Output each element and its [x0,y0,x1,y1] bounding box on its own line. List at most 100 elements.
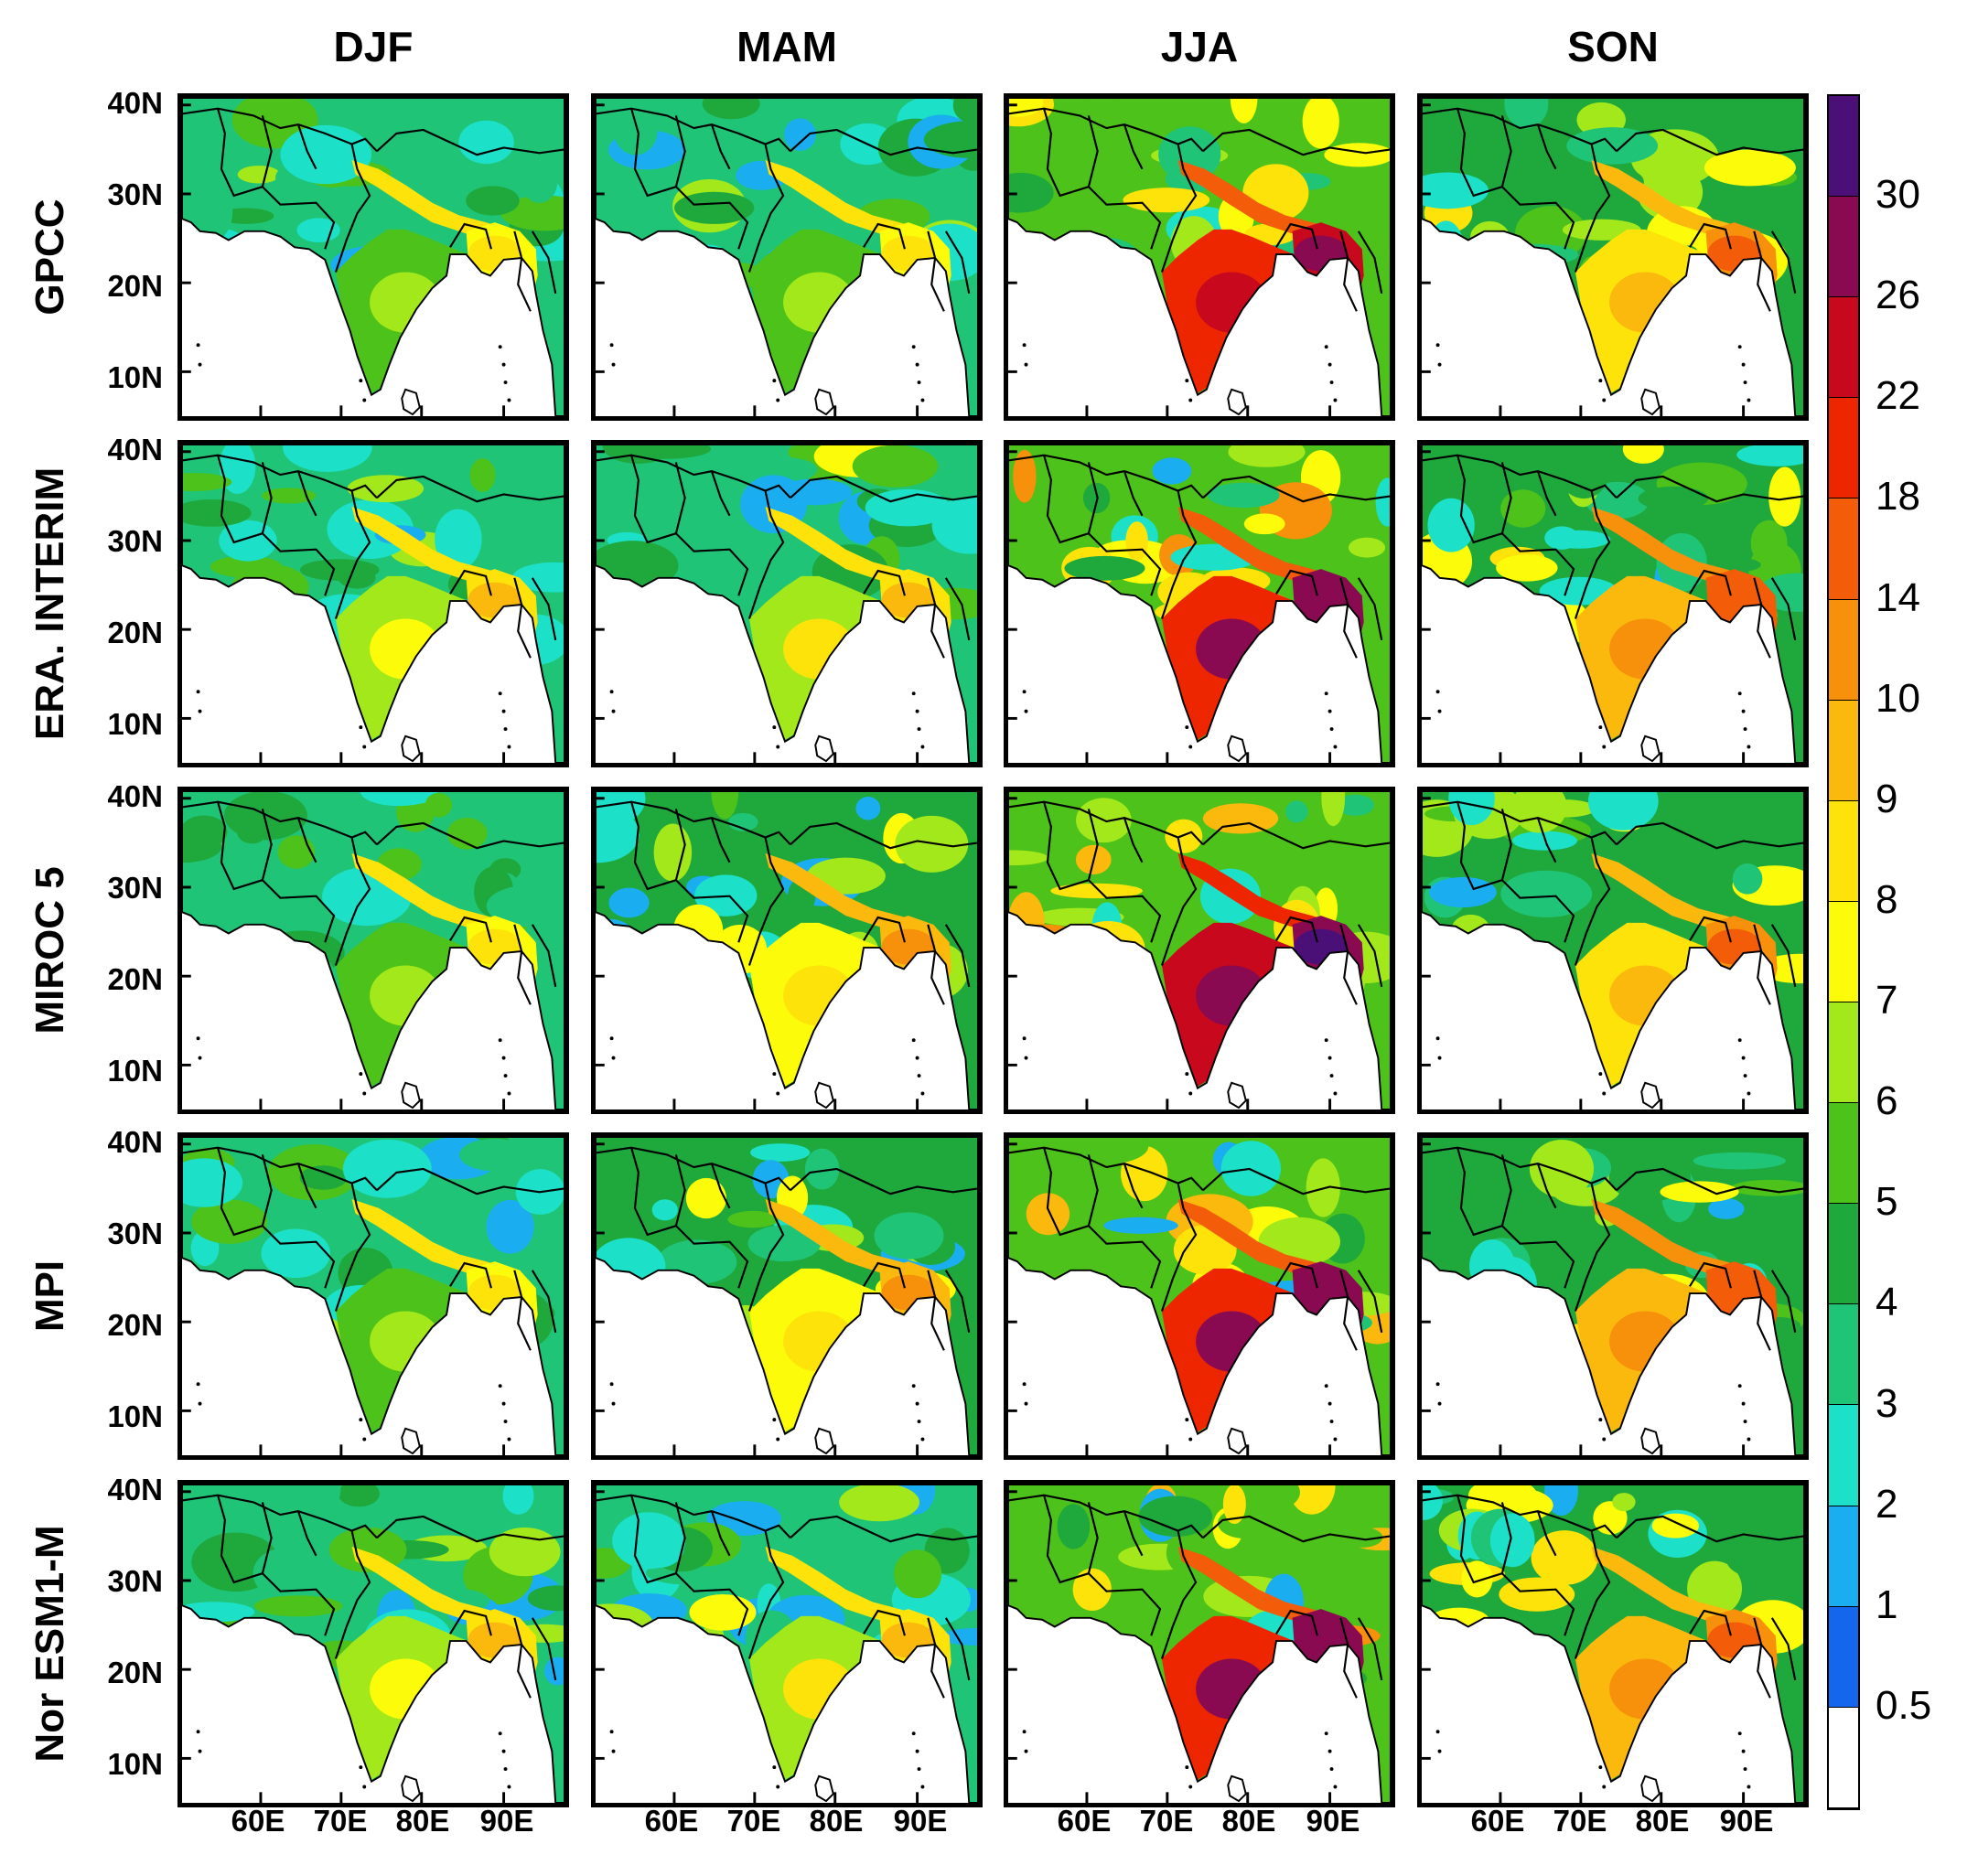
country-border [1043,801,1090,891]
precip-blob [191,1199,268,1244]
island-dot [1437,362,1442,367]
column-title-son: SON [1567,23,1659,70]
precip-blob [1726,1541,1798,1579]
island-dot [1188,398,1193,402]
central-india-core [1196,272,1268,333]
precip-blob [1622,445,1664,464]
precip-blob [459,1138,531,1172]
precip-blob [182,473,232,492]
country-border [1087,115,1162,250]
country-border [630,108,677,198]
coastline [1008,1485,1391,1803]
precip-blob [1125,521,1148,562]
island-dot [362,745,367,749]
land-field [596,445,978,763]
island-dot [1737,1384,1742,1388]
country-border [1574,1183,1611,1312]
coastline [596,791,978,1110]
island-dot [917,381,921,385]
island-dot [1435,343,1440,348]
map-panel-era-interim-djf [177,440,569,767]
precip-blob [1008,850,1048,866]
country-border [1500,115,1575,250]
central-india-core [1609,272,1682,333]
colorbar-label: 4 [1876,1280,1898,1325]
country-border [1202,1167,1391,1195]
island-dot [1329,1074,1334,1078]
latitude-tick-30n: 30N [107,1217,163,1250]
country-border [747,1183,785,1312]
island-dot [611,1401,616,1406]
country-border [376,1167,564,1195]
island-dot [501,1401,506,1406]
country-border [1689,916,1732,943]
country-border [1123,1510,1144,1557]
country-border [1616,475,1804,503]
country-border [1275,1609,1318,1636]
country-border [1500,1154,1575,1289]
country-border [1043,1147,1090,1237]
precip-blob [702,98,760,120]
country-border [1536,1163,1557,1209]
precip-blob [612,1512,686,1570]
island-dot [498,1731,502,1736]
country-border [1160,1183,1198,1312]
precip-blob [1222,1485,1246,1525]
island-dot [1329,727,1334,732]
precip-blob [522,915,564,970]
island-dot [1743,1767,1747,1772]
island-dot [1741,1401,1746,1406]
island-dot [1737,691,1742,696]
island-dot [917,1420,921,1424]
country-border [1422,800,1618,846]
country-border [1123,817,1144,863]
colorbar-swatch [1829,1304,1858,1406]
sri-lanka-coast [1640,1427,1661,1455]
country-border [1123,1163,1144,1209]
precip-blob [685,1177,726,1219]
map-panel-miroc-5-djf [177,787,569,1114]
central-india-core [370,272,442,333]
precip-blob [1202,803,1279,834]
country-border [927,230,945,312]
colorbar-label: 7 [1876,978,1898,1024]
precip-blob [338,1485,381,1507]
colorbar-swatch [1829,1405,1858,1506]
map-panel-nor-esm1-m-djf [177,1480,569,1807]
precip-blob [685,966,709,1003]
sri-lanka-coast [1227,1774,1247,1803]
precip-blob [1461,1560,1493,1598]
island-dot [503,1767,508,1772]
island-dot [362,1091,367,1096]
country-border [1770,577,1797,641]
country-border [790,475,978,503]
country-border [710,123,731,170]
country-border [449,916,492,943]
country-border [596,1146,791,1192]
island-dot [1437,709,1442,713]
precip-blob [466,186,520,216]
country-border [790,1167,978,1195]
island-dot [507,1785,511,1789]
precip-blob [940,1628,978,1646]
colorbar-label: 5 [1876,1179,1898,1225]
island-dot [609,1382,614,1387]
coastline [1008,98,1391,416]
longitude-tick-90e: 90E [1306,1804,1360,1838]
island-dot [1185,1418,1189,1422]
country-border [531,924,557,988]
country-border [630,455,677,544]
precip-blob [1529,1140,1595,1198]
country-border [1456,1495,1503,1584]
precipitation-map [182,1485,564,1803]
precip-blob [608,887,650,918]
central-india-core [1196,1311,1268,1372]
country-border [1536,1510,1557,1557]
island-dot [1747,1437,1751,1442]
island-dot [609,343,614,348]
precip-blob [226,930,292,984]
precip-blob [1768,466,1801,527]
country-border [1339,924,1358,1005]
sri-lanka-coast [1640,1774,1661,1803]
island-dot [1743,727,1747,732]
